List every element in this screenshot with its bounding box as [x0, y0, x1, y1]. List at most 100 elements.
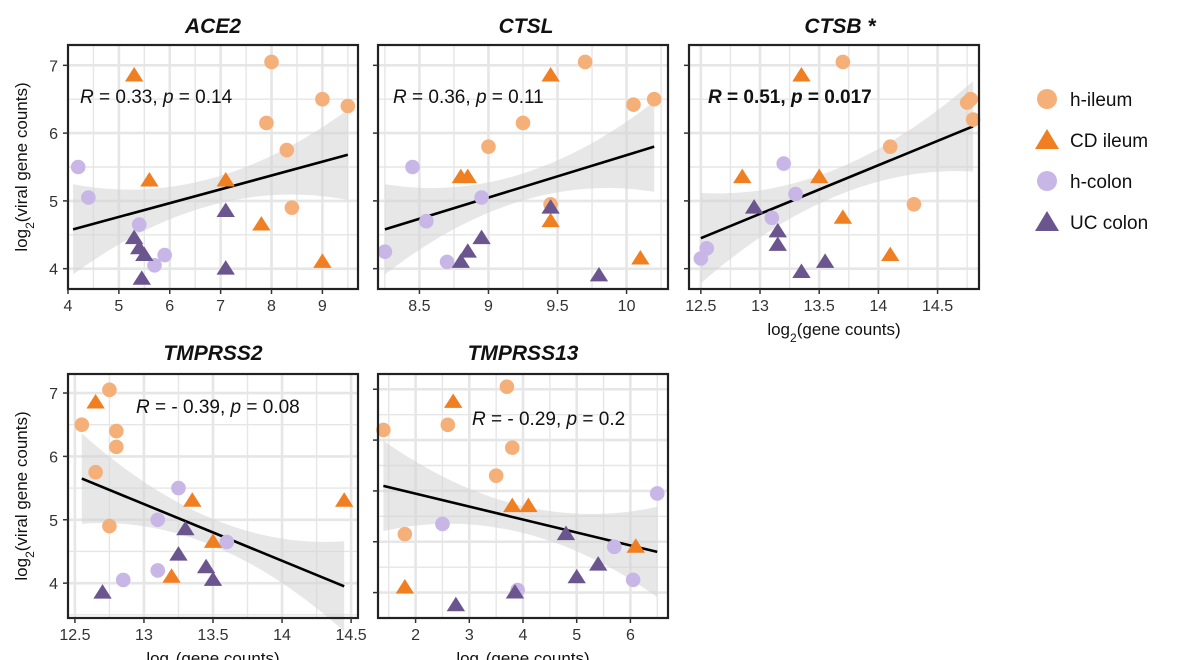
- point-uc-colon: [815, 253, 835, 268]
- correlation-annotation: R = 0.51, p = 0.017: [708, 87, 872, 108]
- panel-ace2: 4 5 6 7 8 9 4 5 6 7 ACE2 R = 0.33, p = 0.14 log2(vir…: [12, 15, 360, 315]
- point-h-ileum: [963, 91, 979, 107]
- y-tick-label: 7: [49, 386, 58, 403]
- point-uc-colon: [446, 596, 466, 612]
- x-tick-label: 13.5: [804, 298, 835, 315]
- point-cd-ileum: [86, 394, 105, 409]
- legend: h-ileum CD ileum h-colon UC colon: [1035, 89, 1148, 234]
- point-h-ileum: [835, 54, 851, 70]
- point-uc-colon: [176, 520, 195, 536]
- point-h-colon: [606, 539, 622, 555]
- point-h-ileum: [488, 468, 504, 483]
- point-h-colon: [81, 190, 96, 205]
- y-tick-label: 4: [49, 262, 58, 279]
- point-cd-ileum: [451, 168, 471, 184]
- panel-title: CTSL: [499, 15, 554, 38]
- point-cd-ileum: [519, 497, 538, 513]
- point-h-ileum: [102, 518, 117, 534]
- point-h-colon: [150, 512, 166, 528]
- point-uc-colon: [135, 246, 154, 262]
- point-cd-ileum: [335, 492, 354, 507]
- point-uc-colon: [203, 571, 223, 586]
- x-tick-label: 9: [484, 298, 493, 315]
- legend-item-h-ileum: h-ileum: [1037, 89, 1132, 111]
- point-cd-ileum: [444, 393, 463, 408]
- correlation-annotation: R = - 0.39, p = 0.08: [136, 397, 300, 418]
- point-h-ileum: [102, 382, 117, 398]
- point-cd-ileum: [395, 579, 415, 594]
- x-tick-label: 6: [165, 298, 174, 315]
- point-h-ileum: [259, 115, 274, 131]
- point-uc-colon: [744, 199, 764, 214]
- x-tick-label: 4: [519, 627, 528, 644]
- point-h-colon: [788, 186, 803, 202]
- point-h-ileum: [965, 112, 981, 127]
- point-uc-colon: [505, 584, 525, 599]
- point-cd-ileum: [810, 168, 829, 184]
- point-cd-ileum: [183, 492, 202, 507]
- point-uc-colon: [541, 199, 560, 214]
- x-tick-label: 13: [135, 627, 153, 644]
- y-tick-label: 6: [49, 126, 58, 143]
- point-cd-ileum: [626, 538, 645, 553]
- legend-triangle-icon: [1035, 129, 1059, 149]
- point-h-ileum: [264, 54, 279, 70]
- panel-tmprss13: 2 3 4 5 6 TMPRSS13 R = - 0.29, p = 0.2 log2(gen…: [373, 342, 670, 660]
- point-h-colon: [474, 190, 489, 205]
- panel-ctsl: 8.5 9 9.5 10 CTSL R = 0.36, p = 0.11: [373, 15, 670, 315]
- point-uc-colon: [768, 222, 787, 238]
- point-uc-colon: [458, 243, 477, 258]
- point-cd-ileum: [313, 253, 332, 268]
- point-h-colon: [776, 156, 791, 171]
- point-h-ileum: [646, 91, 662, 107]
- point-h-ileum: [440, 417, 456, 433]
- point-uc-colon: [768, 236, 787, 251]
- point-cd-ileum: [833, 209, 853, 224]
- x-tick-label: 14.5: [336, 627, 367, 644]
- point-uc-colon: [93, 584, 112, 599]
- point-h-colon: [131, 217, 147, 232]
- panel-border: [687, 43, 981, 291]
- x-tick-label: 6: [626, 627, 635, 644]
- panel-title: TMPRSS2: [163, 342, 263, 365]
- x-tick-label: 9.5: [546, 298, 568, 315]
- point-h-ileum: [315, 91, 330, 107]
- x-tick-label: 5: [114, 298, 123, 315]
- point-uc-colon: [451, 253, 471, 268]
- point-h-ileum: [504, 440, 520, 456]
- point-h-ileum: [88, 464, 103, 480]
- point-h-ileum: [481, 139, 496, 154]
- point-cd-ileum: [541, 212, 560, 228]
- point-h-colon: [419, 213, 434, 229]
- point-h-ileum: [515, 115, 531, 131]
- legend-item-cd-ileum: CD ileum: [1035, 129, 1148, 152]
- point-h-ileum: [397, 526, 413, 542]
- point-uc-colon: [196, 558, 216, 574]
- regression-line: [700, 125, 974, 240]
- point-h-colon: [649, 486, 665, 501]
- x-tick-label: 8: [267, 298, 276, 315]
- point-h-colon: [693, 251, 709, 266]
- point-h-ileum: [577, 54, 593, 70]
- point-cd-ileum: [140, 172, 159, 187]
- legend-label: h-ileum: [1070, 90, 1132, 111]
- point-h-ileum: [906, 196, 922, 212]
- x-tick-label: 12.5: [685, 298, 716, 315]
- point-h-ileum: [109, 423, 124, 439]
- point-h-ileum: [279, 142, 295, 158]
- regression-line: [72, 153, 349, 231]
- point-cd-ileum: [203, 533, 223, 548]
- point-uc-colon: [556, 525, 576, 541]
- x-tick-label: 3: [465, 627, 474, 644]
- point-h-colon: [764, 210, 780, 226]
- x-tick-label: 14: [869, 298, 887, 315]
- point-uc-colon: [124, 229, 144, 245]
- y-tick-label: 7: [49, 58, 58, 75]
- point-cd-ileum: [631, 250, 650, 265]
- y-axis-label: log2(viral gene counts): [12, 411, 37, 580]
- point-cd-ileum: [124, 67, 144, 82]
- y-tick-label: 5: [49, 194, 58, 211]
- point-h-colon: [625, 572, 641, 588]
- point-h-ileum: [284, 200, 300, 215]
- point-h-colon: [377, 244, 393, 260]
